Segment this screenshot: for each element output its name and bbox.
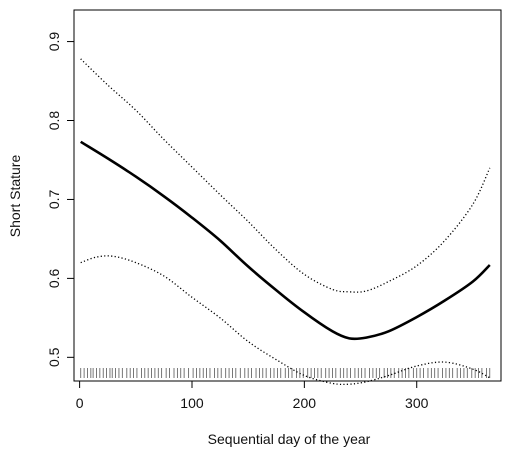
x-tick-label: 200 (293, 395, 317, 411)
x-tick-label: 300 (405, 395, 429, 411)
y-tick-label: 0.7 (46, 190, 62, 210)
y-tick-label: 0.8 (46, 111, 62, 131)
upper-ci-curve (80, 58, 491, 293)
y-axis: 0.5 0.6 0.7 0.8 0.9 (46, 32, 75, 367)
plot-frame (73, 9, 502, 382)
y-tick-label: 0.5 (46, 347, 62, 367)
fitted-curve (80, 140, 491, 341)
x-tick-label: 0 (76, 395, 84, 411)
y-axis-label: Short Stature (7, 155, 23, 238)
x-axis-label: Sequential day of the year (208, 431, 371, 447)
y-tick-label: 0.6 (46, 268, 62, 288)
x-axis: 0 100 200 300 (76, 380, 429, 411)
lower-ci-curve (80, 255, 491, 386)
rug-marks (80, 368, 491, 378)
series-group (80, 58, 491, 386)
x-tick-label: 100 (180, 395, 204, 411)
y-tick-label: 0.9 (46, 32, 62, 52)
